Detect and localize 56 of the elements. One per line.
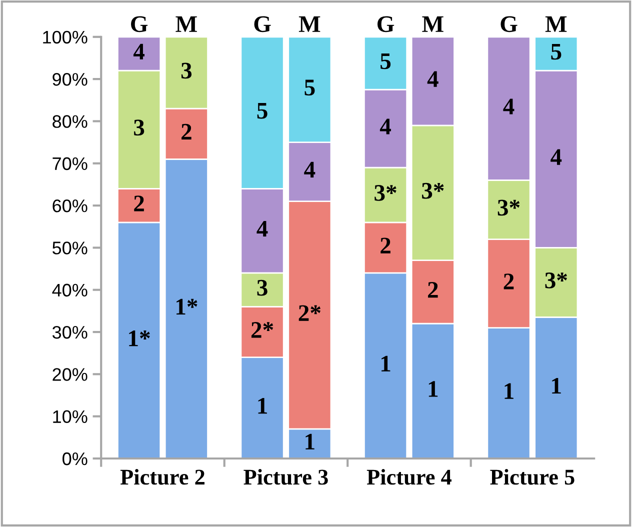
- text: 1: [552, 378, 561, 394]
- text: 2*: [298, 305, 321, 321]
- text: 4: [503, 98, 514, 114]
- text: 2: [428, 282, 438, 298]
- y-tick-label: 30%: [52, 326, 88, 339]
- series-label: 2: [134, 196, 144, 212]
- text: 1: [258, 398, 267, 414]
- y-tick-label: 10%: [53, 410, 88, 424]
- x-tick-label: G: [254, 16, 271, 32]
- text: Picture 2: [120, 469, 204, 485]
- text: 3: [134, 120, 144, 136]
- series-label: 3: [257, 280, 268, 296]
- text: 4: [256, 220, 268, 237]
- text: 4: [380, 118, 391, 134]
- text: 4: [304, 162, 316, 178]
- y-tick-label: 0%: [62, 452, 88, 466]
- y-tick-label: 50%: [52, 242, 88, 254]
- series-label: 3*: [545, 272, 567, 288]
- text: 5: [304, 80, 315, 96]
- text: 2: [182, 124, 192, 140]
- text: 5: [257, 102, 268, 119]
- x-tick-label: G: [500, 16, 518, 32]
- text: 1: [428, 381, 438, 397]
- text: Picture 5: [490, 469, 574, 485]
- series-label: 2*: [251, 322, 274, 338]
- series-label: 1: [306, 434, 314, 450]
- text: 2: [504, 274, 514, 290]
- text: 3: [181, 62, 192, 79]
- x-tick-label: G: [377, 16, 394, 32]
- text: 1*: [176, 298, 198, 314]
- y-tick-label: 90%: [52, 72, 88, 86]
- y-tick-label: 60%: [52, 199, 88, 212]
- text: 4: [427, 71, 438, 87]
- x-tick-label: M: [422, 16, 444, 32]
- series-label: 1*: [129, 330, 150, 346]
- text: Picture 4: [366, 469, 452, 485]
- x-tick-label: M: [176, 16, 197, 32]
- x-tick-label: M: [298, 16, 320, 32]
- y-tick-label: 80%: [52, 115, 88, 128]
- x-tick-label: M: [545, 16, 567, 32]
- text: 1: [382, 356, 390, 372]
- text: 2: [380, 238, 390, 254]
- y-tick-label: 40%: [52, 284, 88, 297]
- text: 3*: [374, 185, 396, 201]
- text: Picture 3: [244, 469, 328, 485]
- text: 1: [504, 383, 514, 399]
- text: 3*: [422, 182, 444, 199]
- text: 4: [550, 149, 562, 165]
- text: 3*: [498, 200, 520, 216]
- y-tick-label: 20%: [52, 368, 88, 381]
- text: 5: [380, 53, 391, 70]
- y-tick-label: 100%: [43, 30, 88, 44]
- y-tick-label: 70%: [52, 157, 88, 170]
- x-tick-label: G: [131, 16, 148, 32]
- series-label: 4: [133, 44, 145, 60]
- series-label: 5: [551, 44, 562, 60]
